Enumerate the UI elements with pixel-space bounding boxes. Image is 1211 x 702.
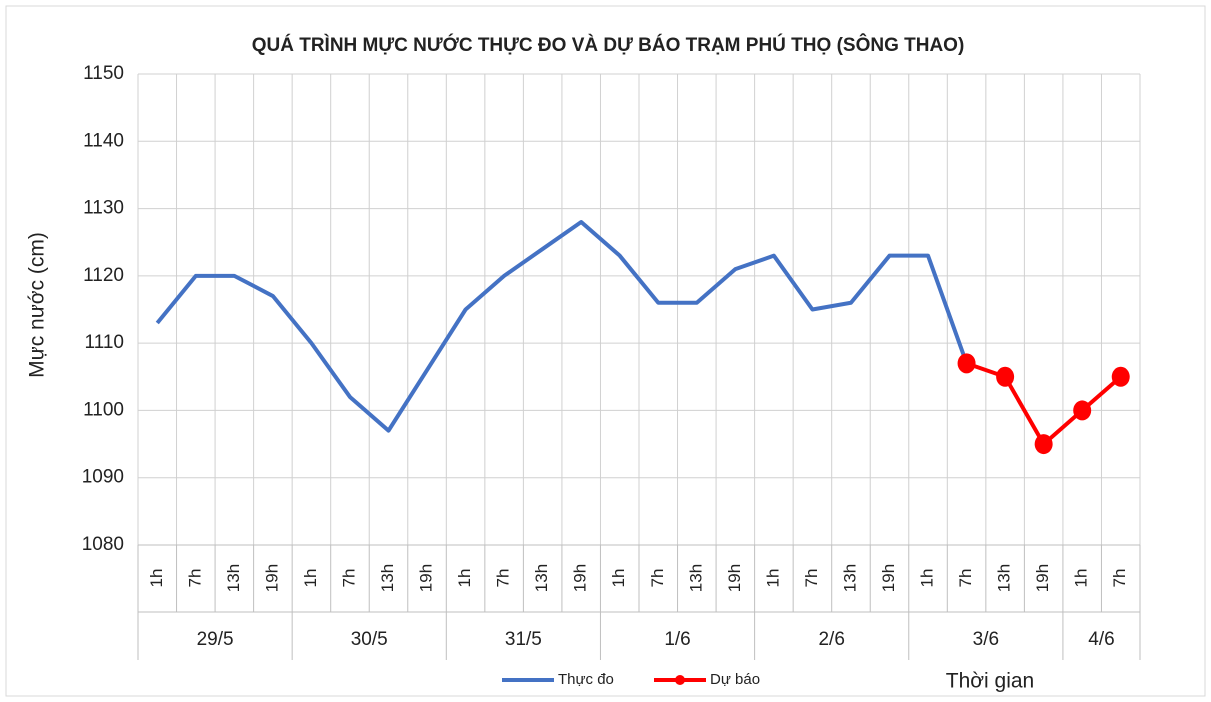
y-tick-label: 1140 <box>83 130 124 151</box>
group-label: 30/5 <box>351 629 388 650</box>
x-tick-label: 1h <box>1072 569 1091 588</box>
y-tick-label: 1080 <box>82 534 124 555</box>
x-tick-label: 1h <box>609 569 628 588</box>
x-tick-label: 19h <box>262 564 281 592</box>
x-tick-label: 1h <box>455 569 474 588</box>
x-tick-label: 13h <box>532 564 551 592</box>
chart-title: QUÁ TRÌNH MỰC NƯỚC THỰC ĐO VÀ DỰ BÁO TRẠ… <box>252 34 965 56</box>
x-tick-label: 7h <box>494 569 513 588</box>
x-axis-label: Thời gian <box>946 670 1034 693</box>
x-tick-label: 1h <box>147 569 166 588</box>
x-tick-label: 13h <box>840 564 859 592</box>
x-tick-label: 13h <box>686 564 705 592</box>
x-tick-label: 1h <box>301 569 320 588</box>
legend-marker <box>675 675 685 685</box>
x-tick-label: 13h <box>378 564 397 592</box>
legend-label: Dự báo <box>710 671 760 688</box>
y-axis-label: Mực nước (cm) <box>26 232 49 378</box>
x-tick-label: 19h <box>879 564 898 592</box>
y-tick-label: 1150 <box>83 63 124 84</box>
series-line <box>155 220 969 433</box>
x-tick-label: 19h <box>725 564 744 592</box>
y-tick-label: 1120 <box>83 265 124 286</box>
x-tick-label: 1h <box>763 569 782 588</box>
group-label: 1/6 <box>664 629 690 650</box>
group-label: 31/5 <box>505 629 542 650</box>
y-tick-label: 1100 <box>83 399 124 420</box>
series-marker <box>1073 400 1092 421</box>
x-tick-label: 7h <box>648 569 667 588</box>
group-label: 4/6 <box>1088 629 1114 650</box>
legend-label: Thực đo <box>558 671 614 688</box>
y-tick-label: 1110 <box>85 332 124 353</box>
group-label: 29/5 <box>197 629 234 650</box>
y-tick-label: 1130 <box>83 198 124 219</box>
x-tick-label: 7h <box>1110 569 1129 588</box>
x-tick-label: 19h <box>1033 564 1052 592</box>
x-tick-label: 7h <box>339 569 358 588</box>
series-marker <box>957 353 976 374</box>
chart-border <box>5 5 1206 697</box>
x-tick-label: 19h <box>571 564 590 592</box>
x-tick-label: 7h <box>185 569 204 588</box>
x-tick-label: 13h <box>995 564 1014 592</box>
x-tick-label: 7h <box>956 569 975 588</box>
x-tick-label: 1h <box>918 569 937 588</box>
series-marker <box>996 366 1015 387</box>
series-marker <box>1111 366 1130 387</box>
series-marker <box>1034 434 1053 455</box>
group-label: 3/6 <box>973 629 999 650</box>
x-tick-label: 19h <box>417 564 436 592</box>
x-tick-label: 7h <box>802 569 821 588</box>
y-tick-label: 1090 <box>82 467 124 488</box>
group-label: 2/6 <box>818 629 844 650</box>
x-tick-label: 13h <box>224 564 243 592</box>
